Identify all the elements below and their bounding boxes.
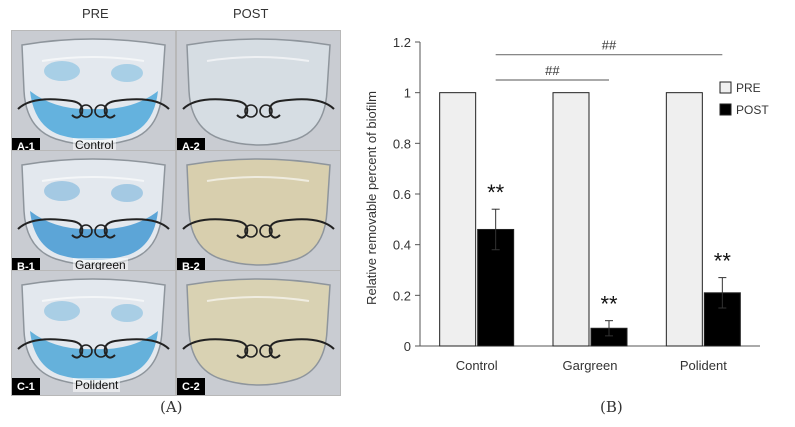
y-tick-label: 0 (404, 339, 411, 354)
bar-pre-control (439, 92, 477, 347)
column-header-post: POST (233, 6, 269, 21)
panel-a-caption: (A) (160, 398, 183, 416)
photo-pre-gargreen: B-1 (11, 150, 176, 276)
significance-marker: ** (600, 292, 618, 317)
photo-panel: PRE POST A-1 A-2 Control B-1 B-2 Gargreen C-1 C… (0, 0, 350, 422)
y-axis-label: Relative removable percent of biofilm (364, 91, 379, 305)
group-label-gargreen: Gargreen (73, 258, 128, 272)
significance-marker: ** (714, 249, 732, 274)
legend-label-pre: PRE (736, 81, 761, 95)
comparison-label: ## (602, 38, 617, 53)
photo-post-polident: C-2 (176, 270, 341, 396)
y-tick-label: 0.2 (393, 288, 411, 303)
photo-pre-control: A-1 (11, 30, 176, 156)
denture-photo-image (177, 151, 340, 275)
x-tick-label: Gargreen (563, 358, 618, 373)
bar-chart: 0 0.2 0.4 0.6 0.8 1 1.2 Relative removable perc… (350, 0, 795, 422)
denture-photo-image (12, 271, 175, 395)
photo-badge: C-1 (12, 378, 40, 395)
photo-pre-polident: C-1 (11, 270, 176, 396)
x-tick-label: Control (456, 358, 498, 373)
group-label-polident: Polident (73, 378, 121, 392)
legend-swatch-post (719, 103, 732, 116)
denture-photo-image (177, 271, 340, 395)
legend-label-post: POST (736, 103, 769, 117)
y-tick-label: 0.4 (393, 238, 411, 253)
denture-photo-image (177, 31, 340, 155)
bar-pre-gargreen (552, 92, 590, 347)
significance-marker: ** (487, 180, 505, 205)
denture-photo-image (12, 31, 175, 155)
y-tick-label: 0.8 (393, 136, 411, 151)
legend-swatch-pre (719, 81, 732, 94)
y-tick-label: 1.2 (393, 35, 411, 50)
denture-photo-image (12, 151, 175, 275)
group-label-control: Control (73, 138, 116, 152)
photo-badge: C-2 (177, 378, 205, 395)
column-header-pre: PRE (82, 6, 109, 21)
chart-svg: 0 0.2 0.4 0.6 0.8 1 1.2 Relative removable perc… (364, 35, 769, 373)
y-tick-label: 1 (404, 86, 411, 101)
comparison-label: ## (545, 63, 560, 78)
photo-post-gargreen: B-2 (176, 150, 341, 276)
panel-b-caption: (B) (600, 398, 623, 416)
x-tick-label: Polident (680, 358, 727, 373)
photo-post-control: A-2 (176, 30, 341, 156)
bar-pre-polident (665, 92, 703, 347)
y-tick-label: 0.6 (393, 187, 411, 202)
